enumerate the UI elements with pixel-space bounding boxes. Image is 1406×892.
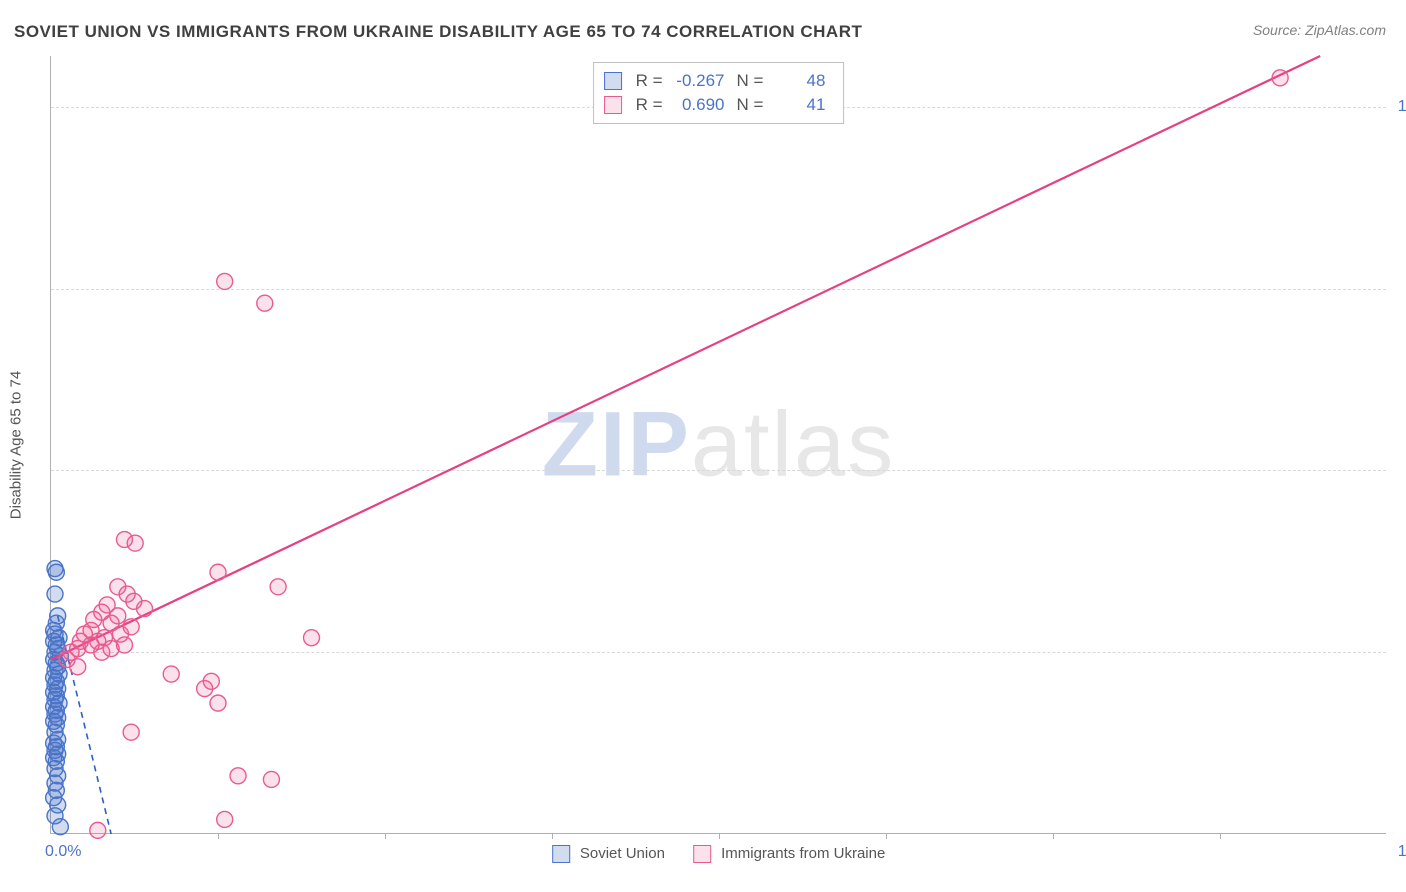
x-legend-label-1: Immigrants from Ukraine xyxy=(721,845,885,862)
y-tick-label: 25.0% xyxy=(1392,643,1406,661)
x-legend-swatch-1 xyxy=(693,845,711,863)
x-tick xyxy=(385,833,386,839)
data-point xyxy=(230,768,246,784)
y-tick-label: 50.0% xyxy=(1392,461,1406,479)
legend-row-series-0: R = -0.267 N = 48 xyxy=(604,69,830,93)
data-point xyxy=(210,695,226,711)
data-point xyxy=(137,601,153,617)
data-point xyxy=(48,564,64,580)
data-point xyxy=(90,822,106,838)
x-tick-label-0: 0.0% xyxy=(45,843,81,861)
x-legend-swatch-0 xyxy=(552,845,570,863)
correlation-legend: R = -0.267 N = 48 R = 0.690 N = 41 xyxy=(593,62,845,124)
data-point xyxy=(47,586,63,602)
legend-row-series-1: R = 0.690 N = 41 xyxy=(604,93,830,117)
x-legend-item-0: Soviet Union xyxy=(552,845,665,863)
chart-title: SOVIET UNION VS IMMIGRANTS FROM UKRAINE … xyxy=(14,22,862,42)
x-legend-label-0: Soviet Union xyxy=(580,845,665,862)
data-point xyxy=(197,681,213,697)
regression-line xyxy=(51,56,1320,659)
x-tick-label-100: 100.0% xyxy=(1398,843,1406,861)
data-point xyxy=(304,630,320,646)
data-point xyxy=(270,579,286,595)
y-axis-label: Disability Age 65 to 74 xyxy=(8,370,25,518)
data-point xyxy=(1272,70,1288,86)
plot-area: Disability Age 65 to 74 ZIPatlas 25.0%50… xyxy=(50,56,1386,834)
data-point xyxy=(217,273,233,289)
legend-swatch-0 xyxy=(604,72,622,90)
x-tick xyxy=(218,833,219,839)
x-tick xyxy=(1220,833,1221,839)
x-tick xyxy=(552,833,553,839)
data-point xyxy=(70,659,86,675)
x-tick xyxy=(1053,833,1054,839)
y-tick-label: 100.0% xyxy=(1392,98,1406,116)
x-tick xyxy=(719,833,720,839)
data-point xyxy=(127,535,143,551)
data-point xyxy=(163,666,179,682)
data-point xyxy=(217,811,233,827)
x-tick xyxy=(886,833,887,839)
data-point xyxy=(52,819,68,835)
data-point xyxy=(263,771,279,787)
legend-swatch-1 xyxy=(604,96,622,114)
x-legend-item-1: Immigrants from Ukraine xyxy=(693,845,885,863)
data-point xyxy=(210,564,226,580)
x-axis-legend: Soviet Union Immigrants from Ukraine xyxy=(552,845,886,863)
y-tick-label: 75.0% xyxy=(1392,280,1406,298)
data-point xyxy=(123,724,139,740)
source-attribution: Source: ZipAtlas.com xyxy=(1253,22,1386,38)
data-point xyxy=(257,295,273,311)
scatter-svg xyxy=(51,56,1386,833)
data-point xyxy=(94,644,110,660)
